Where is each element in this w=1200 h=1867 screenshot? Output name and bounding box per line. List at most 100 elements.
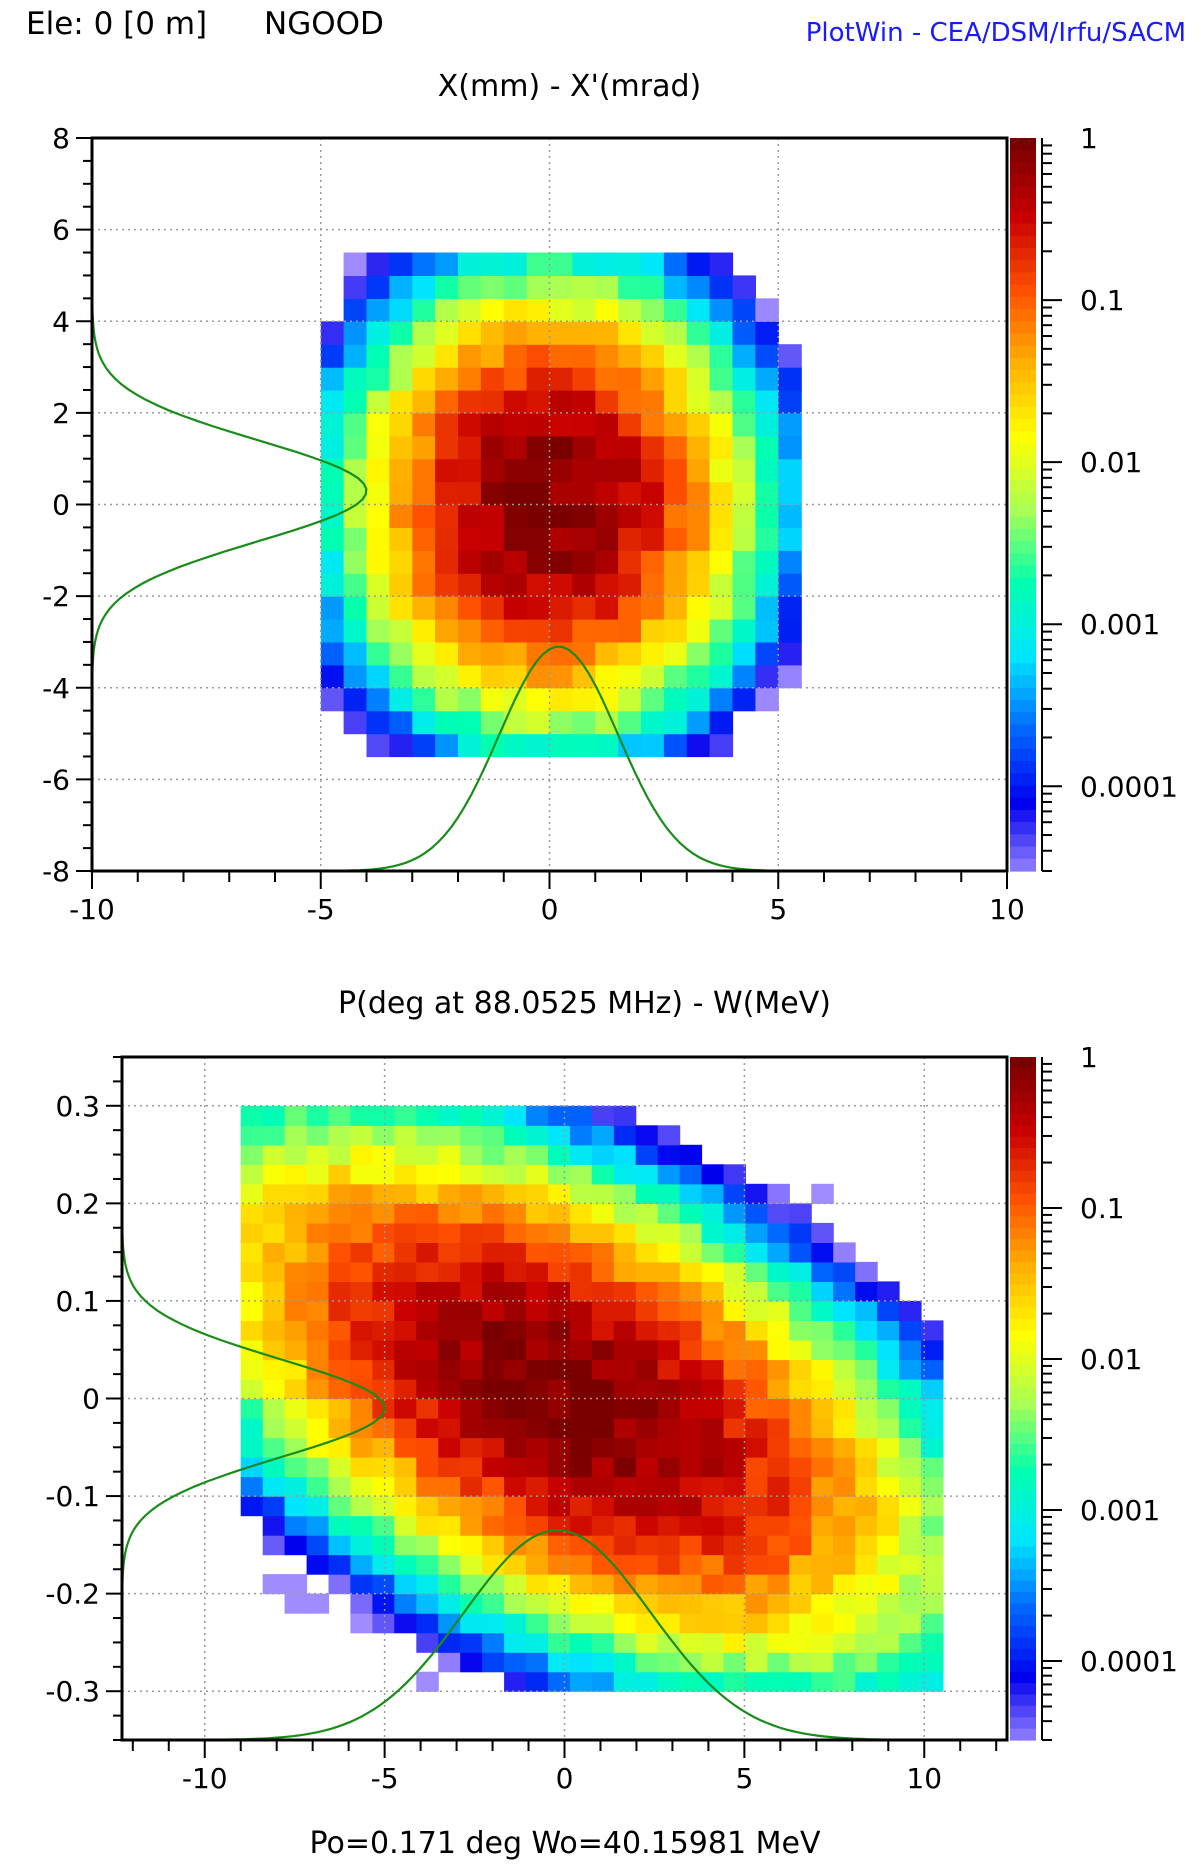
heatmap-cell — [343, 619, 368, 643]
heatmap-cell — [306, 1398, 330, 1419]
heatmap-cell — [482, 1320, 505, 1341]
heatmap-cell — [458, 596, 482, 620]
heatmap-cell — [328, 1379, 351, 1400]
heatmap-cell — [572, 298, 596, 322]
heatmap-cell — [350, 1535, 373, 1556]
heatmap-cell — [350, 1242, 373, 1263]
heatmap-cell — [504, 1652, 527, 1673]
heatmap-cell — [526, 1418, 549, 1439]
heatmap-cell — [482, 1379, 505, 1400]
heatmap-cell — [899, 1515, 922, 1536]
heatmap-cell — [833, 1574, 856, 1595]
heatmap-cell — [811, 1261, 834, 1282]
heatmap-cell — [240, 1105, 264, 1126]
heatmap-cell — [767, 1418, 790, 1439]
heatmap-cell — [458, 641, 482, 666]
heatmap-cell — [686, 504, 711, 528]
heatmap-cell — [460, 1281, 483, 1302]
heatmap-cell — [320, 527, 345, 551]
heatmap-cell — [284, 1164, 308, 1185]
heatmap-cell — [641, 390, 665, 414]
heatmap-cell — [504, 1105, 527, 1126]
heatmap-cell — [526, 1125, 549, 1146]
heatmap-cell — [240, 1125, 264, 1146]
heatmap-cell — [262, 1535, 286, 1556]
heatmap-cell — [482, 1222, 505, 1243]
heatmap-cell — [526, 481, 551, 506]
heatmap-cell — [591, 1261, 615, 1282]
heatmap-cell — [686, 367, 711, 391]
heatmap-cell — [591, 1671, 615, 1692]
heatmap-cell — [526, 1613, 549, 1634]
heatmap-cell — [732, 481, 756, 506]
heatmap-cell — [618, 641, 642, 666]
heatmap-cell — [504, 1125, 527, 1146]
heatmap-cell — [389, 619, 413, 643]
colorbar-segment — [1010, 1569, 1036, 1582]
heatmap-cell — [635, 1457, 659, 1478]
heatmap-cell — [789, 1496, 812, 1517]
heatmap-cell — [613, 1574, 637, 1595]
heatmap-cell — [899, 1671, 922, 1692]
heatmap-cell — [732, 641, 756, 666]
colorbar-segment — [1010, 748, 1036, 762]
heatmap-cell — [480, 596, 505, 620]
colorbar-segment — [1010, 150, 1036, 163]
heatmap-cell — [412, 573, 436, 597]
heatmap-cell — [526, 1652, 549, 1673]
colorbar-segment — [1010, 455, 1036, 469]
colorbar-segment — [1010, 1113, 1036, 1126]
heatmap-cell — [438, 1476, 461, 1497]
heatmap-cell — [921, 1398, 944, 1419]
heatmap-cell — [663, 321, 688, 345]
heatmap-cell — [877, 1613, 900, 1634]
heatmap-cell — [350, 1398, 373, 1419]
heatmap-cell — [686, 527, 711, 551]
heatmap-cell — [328, 1340, 351, 1361]
heatmap-cell — [789, 1457, 812, 1478]
heatmap-cell — [548, 1418, 571, 1439]
heatmap-cell — [686, 321, 711, 345]
heatmap-cell — [811, 1300, 834, 1321]
heatmap-cell — [569, 1613, 593, 1634]
heatmap-cell — [350, 1457, 373, 1478]
heatmap-cell — [262, 1222, 286, 1243]
heatmap-cell — [833, 1320, 856, 1341]
heatmap-cell — [635, 1671, 659, 1692]
heatmap-cell — [855, 1574, 878, 1595]
colorbar-segment — [1010, 1717, 1036, 1730]
heatmap-cell — [701, 1203, 725, 1224]
heatmap-cell — [435, 504, 459, 528]
heatmap-cell — [657, 1359, 681, 1380]
heatmap-cell — [350, 1437, 373, 1458]
heatmap-cell — [745, 1515, 768, 1536]
heatmap-cell — [435, 367, 459, 391]
heatmap-cell — [394, 1183, 417, 1204]
heatmap-cell — [284, 1535, 308, 1556]
heatmap-cell — [284, 1437, 308, 1458]
heatmap-cell — [613, 1105, 637, 1126]
heatmap-cell — [372, 1554, 395, 1575]
heatmap-cell — [548, 1300, 571, 1321]
heatmap-cell — [328, 1574, 351, 1595]
heatmap-cell — [526, 710, 551, 735]
heatmap-cell — [595, 527, 619, 551]
heatmap-cell — [343, 550, 368, 574]
heatmap-cell — [366, 733, 390, 758]
heatmap-cell — [504, 1300, 527, 1321]
heatmap-cell — [877, 1379, 900, 1400]
heatmap-cell — [709, 390, 734, 414]
heatmap-cell — [635, 1183, 659, 1204]
heatmap-cell — [526, 1183, 549, 1204]
heatmap-cell — [438, 1457, 461, 1478]
heatmap-cell — [435, 275, 459, 299]
heatmap-cell — [709, 504, 734, 528]
heatmap-cell — [723, 1203, 746, 1224]
heatmap-cell — [899, 1437, 922, 1458]
heatmap-cell — [240, 1183, 264, 1204]
heatmap-cell — [350, 1164, 373, 1185]
heatmap-cell — [389, 435, 413, 460]
heatmap-cell — [569, 1632, 593, 1653]
heatmap-cell — [778, 550, 802, 574]
heatmap-cell — [641, 275, 665, 299]
